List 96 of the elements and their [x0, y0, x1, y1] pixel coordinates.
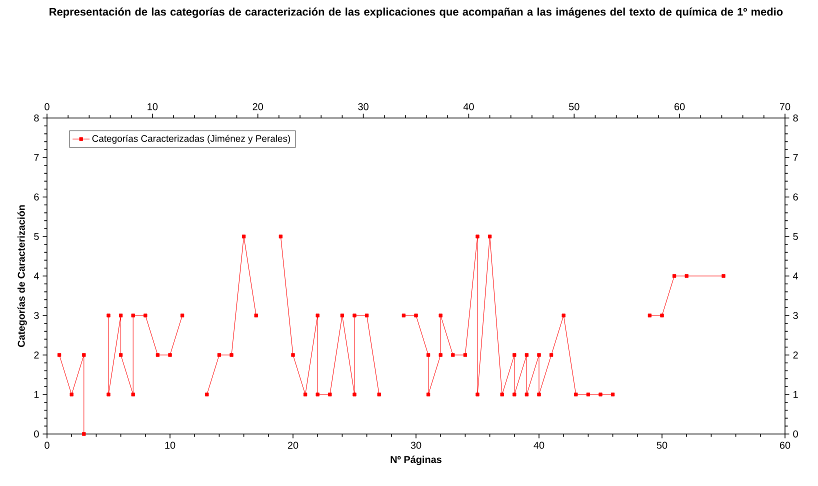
point	[648, 314, 652, 318]
point	[438, 353, 442, 357]
point	[57, 353, 62, 357]
point	[426, 353, 430, 357]
x2-tick-label: 40	[463, 103, 474, 110]
point	[168, 353, 172, 357]
point	[303, 392, 308, 396]
point	[316, 314, 320, 318]
point	[364, 314, 369, 318]
point	[316, 392, 320, 396]
legend-label: Categorías Caracterizadas (Jiménez y Perales)	[92, 134, 290, 144]
x-axis-title: Nº Páginas	[390, 456, 442, 466]
y2-tick-label: 6	[793, 193, 798, 201]
x2-tick-label: 60	[674, 103, 685, 110]
point	[118, 353, 123, 357]
point	[610, 392, 615, 396]
y2-tick-label: 8	[793, 114, 798, 122]
x2-tick-label: 70	[780, 103, 790, 110]
x2-tick-label: 50	[569, 103, 580, 110]
point	[106, 314, 110, 318]
y-tick-label: 7	[34, 154, 39, 161]
x-tick-label: 40	[534, 442, 544, 449]
point	[205, 392, 209, 396]
y2-tick-label: 0	[793, 430, 798, 438]
point	[574, 392, 578, 396]
point	[328, 392, 332, 396]
y-tick-label: 0	[34, 430, 39, 438]
point	[82, 432, 86, 436]
point	[402, 314, 406, 318]
point	[131, 314, 135, 318]
point	[278, 234, 283, 238]
point	[340, 314, 344, 318]
y-tick-label: 8	[34, 114, 39, 122]
y2-tick-label: 7	[793, 154, 798, 161]
y-tick-label: 2	[34, 352, 39, 358]
point	[488, 234, 492, 238]
point	[512, 392, 516, 396]
point	[217, 353, 222, 357]
point	[291, 353, 295, 357]
point	[562, 314, 566, 318]
point	[586, 392, 590, 396]
point	[500, 392, 504, 396]
y-tick-label: 6	[34, 193, 39, 201]
point	[524, 392, 529, 396]
point	[672, 274, 676, 278]
y2-tick-label: 5	[793, 233, 798, 240]
point	[426, 392, 430, 396]
point	[598, 392, 602, 396]
point	[180, 314, 184, 318]
x-tick-label: 30	[410, 442, 422, 449]
point	[660, 314, 664, 318]
x-tick-label: 0	[44, 442, 50, 449]
point	[512, 353, 516, 357]
x-tick-label: 60	[780, 442, 790, 449]
point	[156, 353, 160, 357]
x2-tick-label: 0	[44, 103, 50, 110]
y-tick-label: 3	[34, 312, 39, 320]
y-tick-label: 5	[34, 233, 39, 240]
x2-tick-label: 10	[148, 103, 158, 110]
point	[537, 392, 541, 396]
point	[414, 314, 418, 318]
point	[352, 392, 356, 396]
point	[230, 353, 234, 357]
y2-tick-label: 1	[794, 391, 798, 398]
y-axis-title: Categorías de Caracterización	[17, 205, 27, 348]
point	[438, 314, 442, 318]
point	[537, 353, 541, 357]
point	[144, 314, 148, 318]
y-tick-label: 4	[34, 272, 39, 280]
point	[118, 314, 123, 318]
point	[377, 392, 381, 396]
x-tick-label: 20	[288, 442, 298, 449]
point	[722, 274, 726, 278]
point	[242, 234, 246, 238]
point	[476, 234, 480, 238]
x2-tick-label: 30	[358, 103, 368, 110]
y2-tick-label: 4	[793, 272, 798, 280]
x2-tick-label: 20	[252, 103, 264, 110]
point	[254, 314, 258, 318]
point	[451, 353, 455, 357]
y-tick-label: 1	[34, 391, 39, 398]
point	[352, 314, 356, 318]
point	[82, 353, 86, 357]
point	[524, 353, 529, 357]
point	[549, 353, 554, 357]
chart-title: Representación de las categorías de caracterización de las explicaciones que acompañan a las imágenes del texto de química de 1º medio	[50, 8, 783, 18]
y2-tick-label: 2	[793, 352, 798, 358]
point	[106, 392, 110, 396]
point	[463, 353, 468, 357]
x-tick-label: 50	[656, 442, 668, 449]
y2-tick-label: 3	[793, 312, 798, 320]
x-tick-label: 10	[165, 442, 176, 449]
point	[70, 392, 74, 396]
point	[684, 274, 688, 278]
point	[476, 392, 480, 396]
point	[131, 392, 135, 396]
